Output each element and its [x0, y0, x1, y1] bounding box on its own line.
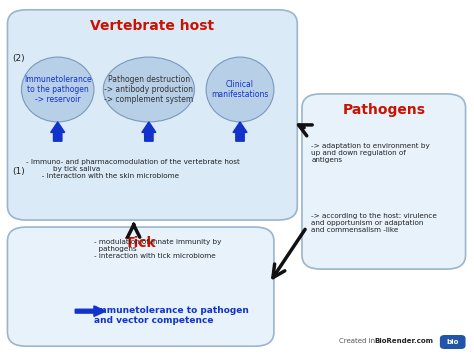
Text: Clinical
manifestations: Clinical manifestations	[211, 80, 269, 99]
Polygon shape	[142, 122, 156, 141]
Text: Pathogens: Pathogens	[342, 103, 425, 117]
Polygon shape	[233, 122, 247, 141]
Text: (1): (1)	[12, 167, 25, 177]
FancyBboxPatch shape	[8, 10, 297, 220]
Polygon shape	[51, 122, 65, 141]
Text: bio: bio	[447, 339, 459, 345]
Text: - modulation of innate immunity by
  pathogens
- interaction with tick microbiom: - modulation of innate immunity by patho…	[94, 239, 221, 259]
FancyBboxPatch shape	[302, 94, 465, 269]
Text: Immunetolerance
to the pathogen
-> reservoir: Immunetolerance to the pathogen -> reser…	[24, 75, 91, 104]
FancyBboxPatch shape	[8, 227, 274, 346]
Text: Tick: Tick	[125, 236, 156, 250]
Ellipse shape	[103, 57, 194, 122]
Text: Vertebrate host: Vertebrate host	[91, 19, 214, 32]
Text: -> according to the host: virulence
and opportunism or adaptation
and commensali: -> according to the host: virulence and …	[311, 213, 437, 233]
Ellipse shape	[21, 57, 94, 122]
Polygon shape	[75, 306, 106, 316]
Text: Created in: Created in	[339, 339, 378, 345]
Text: -> adaptation to environment by
up and down regulation of
antigens: -> adaptation to environment by up and d…	[311, 143, 430, 163]
Text: BioRender.com: BioRender.com	[374, 339, 433, 345]
Text: (2): (2)	[12, 54, 25, 63]
Text: Immunetolerance to pathogen
and vector competence: Immunetolerance to pathogen and vector c…	[94, 306, 249, 325]
Text: Pathogen destruction
-> antibody production
-> complement system: Pathogen destruction -> antibody product…	[104, 75, 193, 104]
Text: - Immuno- and pharmacomodulation of the vertebrate host
            by tick sali: - Immuno- and pharmacomodulation of the …	[26, 159, 240, 179]
FancyBboxPatch shape	[440, 335, 465, 349]
Ellipse shape	[206, 57, 274, 122]
